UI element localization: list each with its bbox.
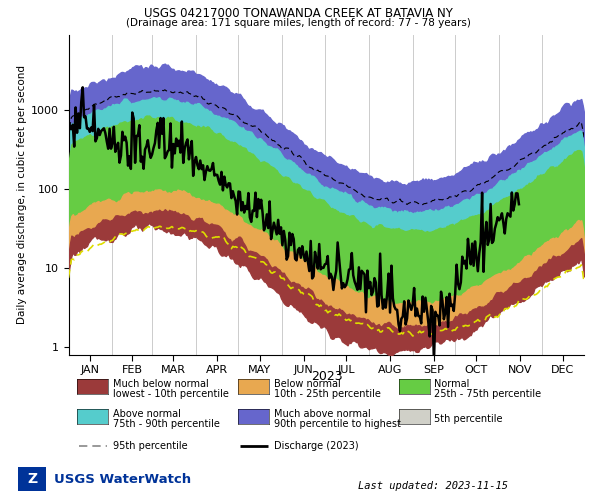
Text: 75th - 90th percentile: 75th - 90th percentile [113, 419, 219, 429]
Text: Much above normal: Much above normal [274, 409, 370, 419]
Text: 5th percentile: 5th percentile [434, 414, 503, 424]
Text: 95th percentile: 95th percentile [113, 441, 187, 451]
Text: Discharge (2023): Discharge (2023) [274, 441, 358, 451]
Text: USGS WaterWatch: USGS WaterWatch [54, 473, 191, 486]
Text: lowest - 10th percentile: lowest - 10th percentile [113, 389, 228, 399]
Text: (Drainage area: 171 square miles, length of record: 77 - 78 years): (Drainage area: 171 square miles, length… [126, 18, 470, 28]
Text: Z: Z [27, 472, 37, 486]
Text: Below normal: Below normal [274, 379, 340, 389]
Text: Last updated: 2023-11-15: Last updated: 2023-11-15 [358, 481, 508, 491]
Text: 25th - 75th percentile: 25th - 75th percentile [434, 389, 542, 399]
Text: 10th - 25th percentile: 10th - 25th percentile [274, 389, 380, 399]
Text: Above normal: Above normal [113, 409, 181, 419]
Text: 90th percentile to highest: 90th percentile to highest [274, 419, 401, 429]
Text: USGS 04217000 TONAWANDA CREEK AT BATAVIA NY: USGS 04217000 TONAWANDA CREEK AT BATAVIA… [144, 7, 452, 20]
Y-axis label: Daily average discharge, in cubic feet per second: Daily average discharge, in cubic feet p… [17, 65, 27, 324]
Text: 2023: 2023 [311, 370, 343, 382]
Text: Normal: Normal [434, 379, 470, 389]
Text: Much below normal: Much below normal [113, 379, 209, 389]
